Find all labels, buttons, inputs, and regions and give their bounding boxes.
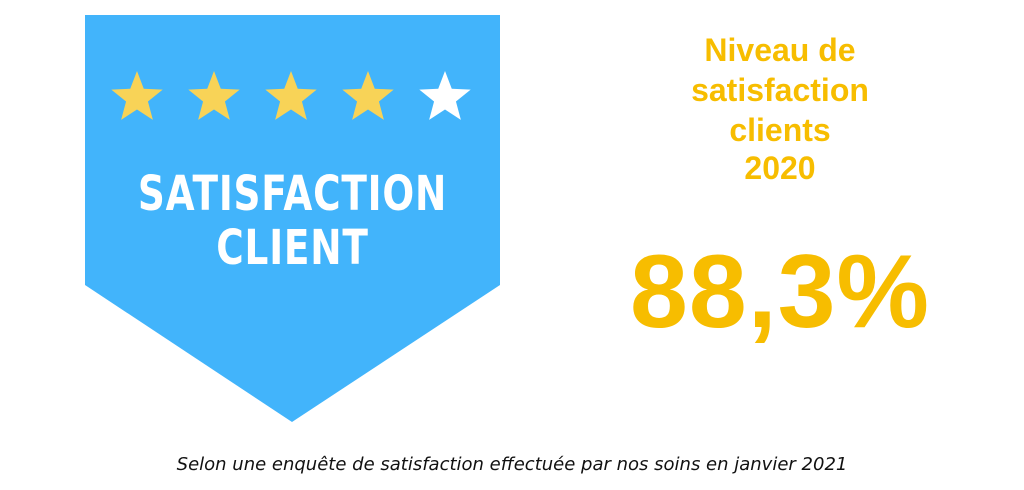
star-filled-icon xyxy=(342,71,394,120)
star-filled-icon xyxy=(111,71,163,120)
star-filled-icon xyxy=(188,71,240,120)
badge-shape xyxy=(85,15,500,422)
heading-line-2: satisfaction xyxy=(691,72,869,108)
star-rating xyxy=(111,71,471,120)
satisfaction-percentage: 88,3% xyxy=(630,234,930,350)
badge-title-line-1: SATISFACTION xyxy=(137,166,448,222)
heading-line-1: Niveau de xyxy=(704,32,856,68)
survey-footnote: Selon une enquête de satisfaction effect… xyxy=(176,454,848,475)
star-filled-icon xyxy=(265,71,317,120)
heading-line-3: clients xyxy=(729,112,831,148)
star-empty-icon xyxy=(419,71,471,120)
heading-line-4: 2020 xyxy=(744,150,816,186)
badge-title-line-2: CLIENT xyxy=(216,220,369,276)
